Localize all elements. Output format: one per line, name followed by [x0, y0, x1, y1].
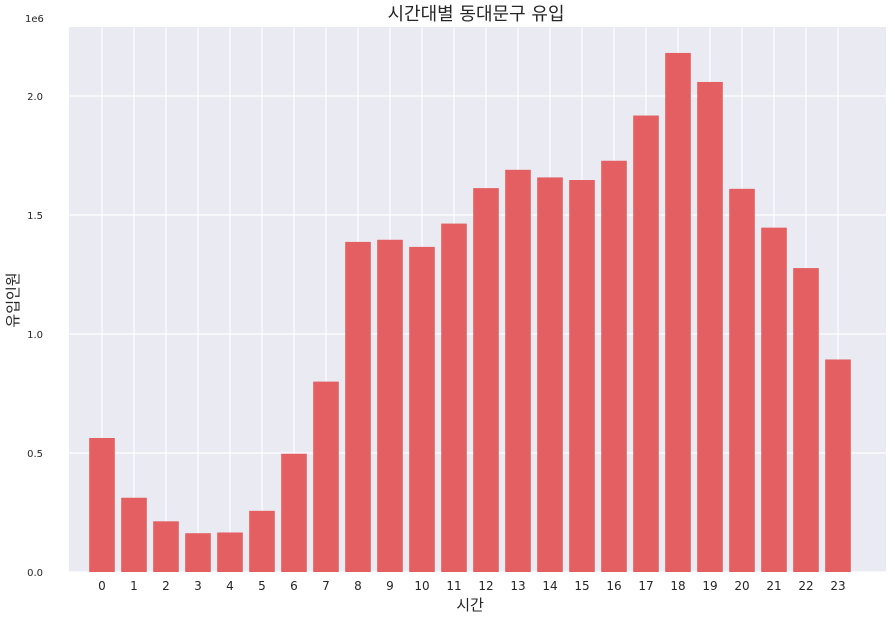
x-tick-label: 14: [542, 579, 557, 593]
x-tick-label: 10: [414, 579, 429, 593]
x-tick-label: 13: [510, 579, 525, 593]
x-tick-label: 16: [606, 579, 621, 593]
bar-hour-19: [697, 81, 723, 572]
x-tick-label: 3: [194, 579, 202, 593]
bar-hour-5: [249, 510, 275, 572]
bar-hour-13: [505, 169, 531, 573]
chart-title: 시간대별 동대문구 유입: [387, 4, 564, 25]
x-tick-label: 18: [670, 579, 685, 593]
x-axis-label: 시간: [456, 596, 484, 614]
bar-hour-22: [793, 268, 819, 572]
y-offset-label: 1e6: [25, 14, 44, 25]
x-tick-label: 11: [446, 579, 461, 593]
x-tick-label: 22: [798, 579, 813, 593]
bar-hour-18: [665, 52, 691, 573]
x-tick-label: 4: [226, 579, 234, 593]
bar-hour-21: [761, 227, 787, 572]
x-tick-label: 9: [386, 579, 394, 593]
x-tick-label: 1: [130, 579, 138, 593]
x-tick-label: 21: [766, 579, 781, 593]
bar-hour-9: [377, 239, 403, 572]
x-tick-label: 12: [478, 579, 493, 593]
y-tick-label: 0.5: [27, 449, 43, 460]
bar-hour-7: [313, 381, 339, 572]
bar-hour-2: [153, 521, 179, 572]
x-tick-label: 7: [322, 579, 330, 593]
bar-hour-4: [217, 532, 243, 572]
x-tick-label: 2: [162, 579, 170, 593]
bar-hour-23: [825, 359, 851, 572]
x-tick-label: 23: [830, 579, 845, 593]
bar-hour-20: [729, 188, 755, 573]
x-tick-label: 19: [702, 579, 717, 593]
bar-hour-1: [121, 497, 147, 572]
y-tick-label: 1.0: [27, 330, 43, 341]
bar-hour-3: [185, 533, 211, 572]
bar-hour-16: [601, 160, 627, 572]
bar-hour-14: [537, 177, 563, 573]
x-ticks: 0 1 2 3 4 5 6 7 8 9 10 11 12 13 14 15 16 17 18 19 20 21 22 23: [98, 579, 845, 593]
bar-hour-10: [409, 246, 435, 572]
bar-hour-12: [473, 188, 499, 572]
bar-hour-0: [89, 438, 115, 572]
x-tick-label: 20: [734, 579, 749, 593]
x-tick-label: 5: [258, 579, 266, 593]
bar-hour-11: [441, 223, 467, 572]
x-tick-label: 6: [290, 579, 298, 593]
bars: [89, 52, 851, 573]
y-tick-label: 0.0: [27, 568, 43, 579]
bar-hour-15: [569, 180, 595, 572]
y-axis-label: 유입인원: [4, 272, 22, 327]
bar-hour-6: [281, 453, 307, 572]
x-tick-label: 0: [98, 579, 106, 593]
bar-hour-8: [345, 241, 371, 572]
y-tick-label: 2.0: [27, 92, 43, 103]
y-ticks: 0.0 0.5 1.0 1.5 2.0: [27, 92, 43, 579]
x-tick-label: 17: [638, 579, 653, 593]
y-tick-label: 1.5: [27, 211, 43, 222]
x-tick-label: 8: [354, 579, 362, 593]
bar-hour-17: [633, 115, 659, 573]
x-tick-label: 15: [574, 579, 589, 593]
